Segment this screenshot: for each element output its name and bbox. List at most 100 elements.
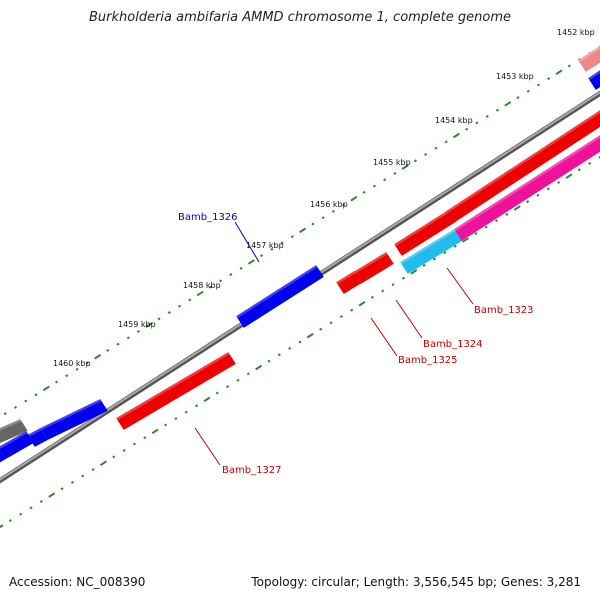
tick-mark bbox=[350, 308, 354, 312]
tick-mark bbox=[270, 247, 274, 251]
gene-bamb-1325[interactable] bbox=[336, 271, 362, 294]
gene-bamb-1327[interactable] bbox=[116, 352, 236, 430]
tick-mark bbox=[0, 524, 4, 529]
tick-mark bbox=[208, 285, 212, 289]
tick-mark bbox=[298, 340, 302, 344]
tick-mark bbox=[306, 332, 314, 339]
tick-mark bbox=[54, 380, 59, 384]
tick-mark bbox=[422, 263, 426, 267]
tick-mark bbox=[383, 178, 387, 182]
gene-label-bamb-1327[interactable]: Bamb_1327 bbox=[194, 427, 282, 476]
gene-blue-topright[interactable] bbox=[588, 66, 600, 90]
gene-magenta[interactable] bbox=[454, 131, 600, 241]
tick-mark bbox=[151, 428, 159, 435]
gene-bamb-1324[interactable] bbox=[353, 252, 394, 284]
inner-tick-track bbox=[0, 155, 600, 529]
gene-label-bamb-1325[interactable]: Bamb_1325 bbox=[370, 317, 458, 366]
tick-mark bbox=[557, 181, 561, 185]
tick-mark bbox=[99, 460, 107, 466]
tick-mark bbox=[106, 348, 110, 352]
kbp-tick-label: 1457 kbp bbox=[246, 241, 284, 250]
tick-mark bbox=[239, 266, 243, 270]
kbp-tick-label: 1453 kbp bbox=[496, 72, 534, 81]
tick-mark bbox=[39, 499, 43, 503]
tick-mark bbox=[526, 200, 530, 204]
gene-red-1[interactable] bbox=[394, 210, 456, 256]
tick-mark bbox=[432, 257, 437, 261]
tick-mark bbox=[546, 187, 550, 191]
gene-label-bamb-1323[interactable]: Bamb_1323 bbox=[446, 267, 534, 316]
kbp-tick-label: 1452 kbp bbox=[557, 28, 595, 37]
tick-mark bbox=[236, 378, 240, 382]
tick-mark bbox=[91, 468, 95, 472]
tick-mark bbox=[331, 209, 335, 213]
tick-mark bbox=[465, 127, 469, 131]
tick-mark bbox=[112, 455, 116, 459]
tick-mark bbox=[163, 423, 168, 427]
tick-mark bbox=[339, 314, 343, 318]
gene-label-bamb-1324[interactable]: Bamb_1324 bbox=[395, 299, 483, 350]
gene-bamb-1323[interactable] bbox=[400, 228, 464, 274]
kbp-tick-label: 1454 kbp bbox=[435, 116, 473, 125]
tick-mark bbox=[70, 480, 74, 484]
tick-mark bbox=[391, 283, 395, 287]
tick-mark bbox=[444, 140, 448, 144]
tick-mark bbox=[565, 173, 573, 179]
gene-blue-left[interactable] bbox=[40, 399, 108, 440]
kbp-tick-label: 1456 kbp bbox=[310, 200, 348, 209]
kbp-tick-label: 1459 kbp bbox=[118, 320, 156, 329]
tick-mark bbox=[452, 132, 460, 139]
gene-red-2[interactable] bbox=[446, 106, 600, 223]
tick-mark bbox=[19, 512, 23, 516]
tick-mark bbox=[588, 161, 592, 165]
tick-mark bbox=[358, 300, 366, 307]
kbp-tick-label: 1460 kbp bbox=[53, 359, 91, 368]
tick-mark bbox=[195, 404, 199, 408]
tick-mark bbox=[410, 269, 418, 275]
tick-mark bbox=[246, 372, 250, 376]
gene-label-bamb-1326[interactable]: Bamb_1326 bbox=[178, 212, 260, 263]
tick-mark bbox=[288, 346, 292, 350]
tick-mark bbox=[311, 222, 315, 226]
tick-mark bbox=[504, 101, 512, 107]
tick-mark bbox=[24, 399, 28, 403]
tick-mark bbox=[3, 412, 7, 416]
tick-mark bbox=[188, 298, 192, 302]
tick-mark bbox=[536, 193, 540, 197]
tick-mark bbox=[34, 393, 38, 397]
gene-blue-edge[interactable] bbox=[0, 431, 34, 466]
tick-mark bbox=[226, 385, 230, 389]
tick-mark bbox=[13, 405, 18, 409]
tick-mark bbox=[526, 89, 530, 93]
kbp-tick-label: 1458 kbp bbox=[183, 281, 221, 290]
tick-mark bbox=[342, 203, 346, 207]
tick-mark bbox=[132, 442, 137, 446]
tick-mark bbox=[215, 391, 219, 395]
tick-mark bbox=[485, 115, 489, 119]
gene-gray-left[interactable] bbox=[0, 419, 28, 446]
tick-mark bbox=[299, 227, 307, 234]
tick-mark bbox=[381, 289, 385, 293]
tick-mark bbox=[174, 417, 178, 421]
tick-mark bbox=[116, 342, 120, 346]
tick-mark bbox=[413, 159, 417, 163]
tick-mark bbox=[536, 83, 541, 87]
tick-mark bbox=[321, 216, 325, 220]
tick-mark bbox=[85, 361, 89, 365]
tick-mark bbox=[555, 69, 563, 76]
outer-tick-track: 1452 kbp 1453 kbp 1454 kbp 1455 kbp 1456 kbp… bbox=[3, 28, 600, 416]
tick-mark bbox=[462, 237, 470, 243]
tick-mark bbox=[372, 184, 376, 188]
tick-mark bbox=[42, 385, 50, 392]
tick-mark bbox=[60, 487, 64, 491]
tick-mark bbox=[443, 251, 447, 255]
tick-mark bbox=[167, 311, 171, 315]
map-title: Burkholderia ambifaria AMMD chromosome 1… bbox=[88, 10, 512, 25]
tick-mark bbox=[513, 205, 521, 211]
gene-bamb-1326[interactable] bbox=[236, 265, 324, 328]
gene-pink-topright[interactable] bbox=[578, 42, 600, 72]
tick-mark bbox=[453, 244, 457, 248]
tick-mark bbox=[290, 235, 294, 239]
tick-mark bbox=[260, 254, 264, 258]
